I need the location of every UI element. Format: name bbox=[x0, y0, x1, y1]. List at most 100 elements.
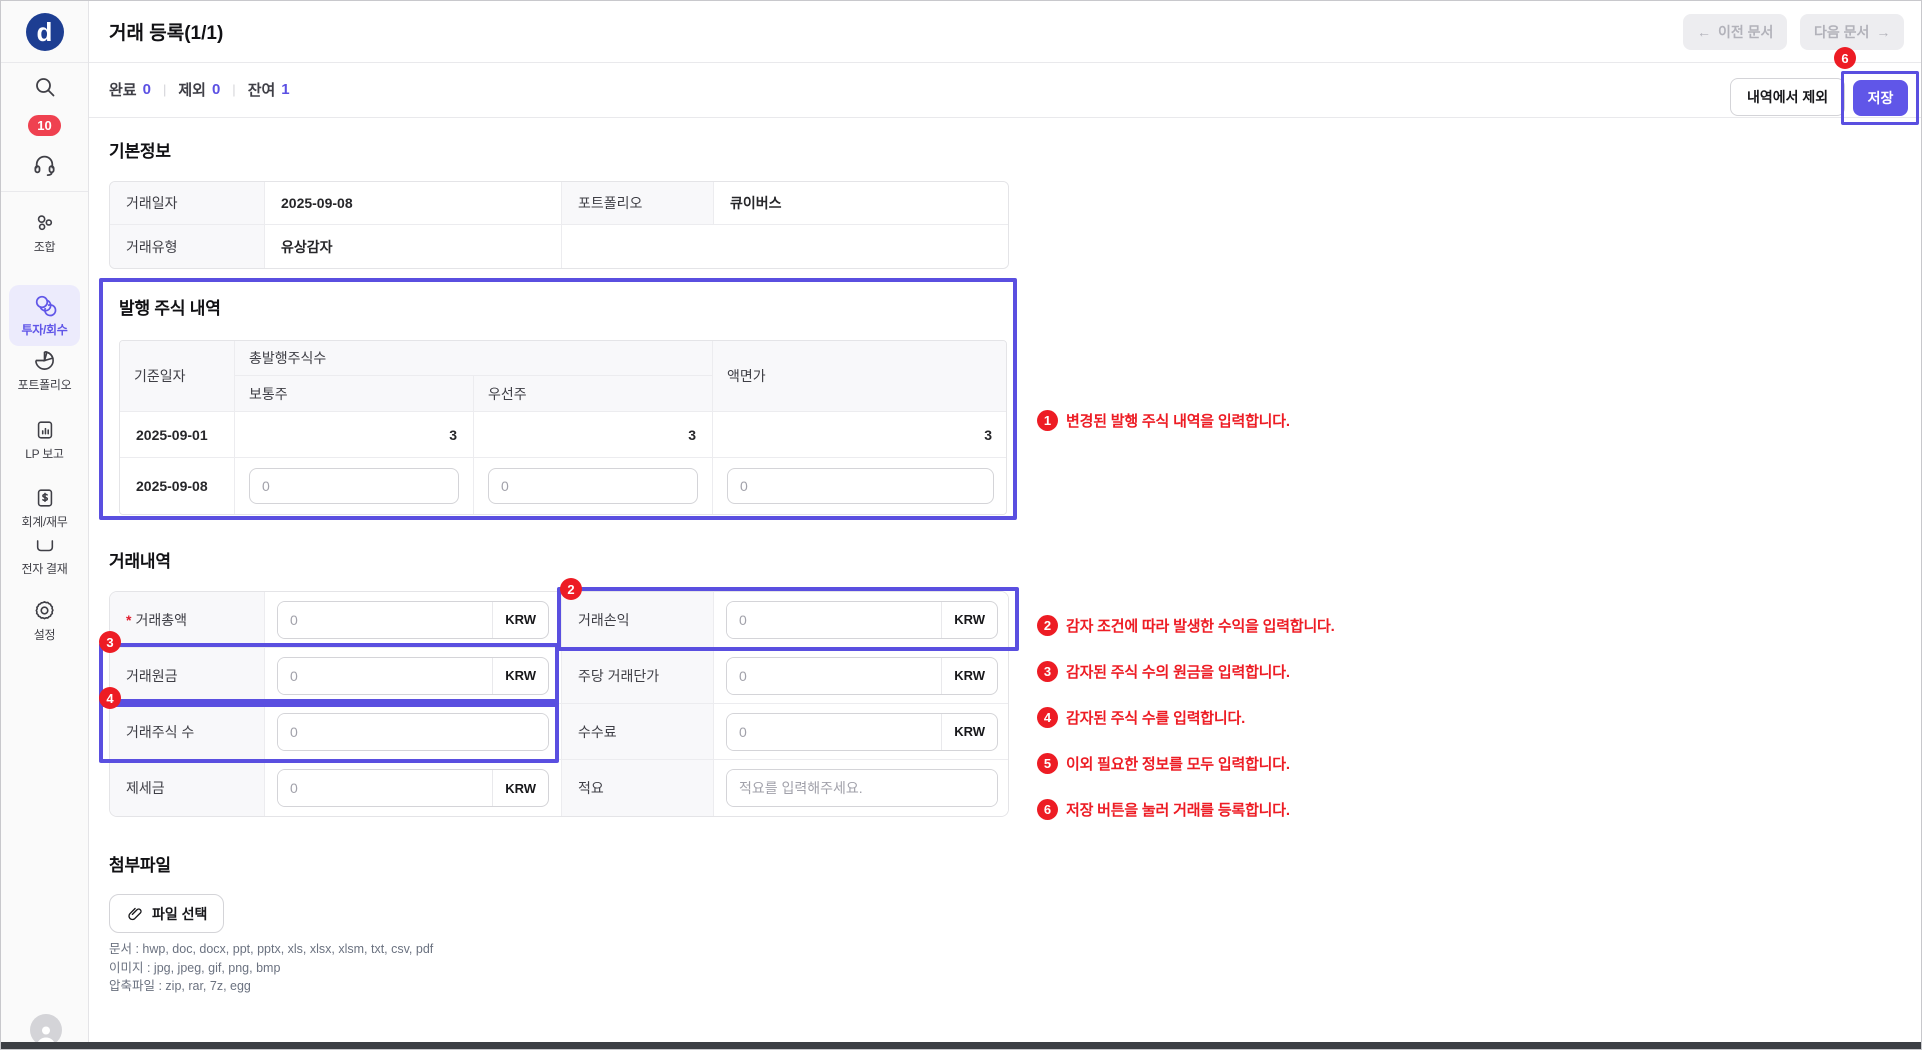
common-shares-value: 3 bbox=[235, 412, 474, 458]
share-count-label: 거래주식 수 bbox=[110, 704, 265, 760]
sidebar-item-label: 전자 결재 bbox=[21, 562, 68, 576]
par-value-input[interactable] bbox=[727, 468, 994, 504]
basic-info-table: 거래일자 2025-09-08 포트폴리오 큐이버스 거래유형 유상감자 bbox=[109, 181, 1009, 269]
next-document-button[interactable]: 다음 문서 → bbox=[1800, 14, 1905, 50]
sidebar-item-union[interactable]: 조합 bbox=[9, 211, 80, 255]
next-document-label: 다음 문서 bbox=[1814, 24, 1870, 40]
preferred-shares-header: 우선주 bbox=[474, 376, 713, 412]
par-value-cell bbox=[713, 458, 1006, 514]
common-shares-input[interactable] bbox=[249, 468, 459, 504]
people-icon bbox=[37, 215, 53, 231]
pie-chart-icon bbox=[35, 351, 54, 370]
par-value-value: 3 bbox=[713, 412, 1006, 458]
fee-label: 수수료 bbox=[562, 704, 714, 760]
status-remaining: 잔여 1 bbox=[247, 81, 290, 99]
file-select-label: 파일 선택 bbox=[152, 905, 208, 922]
support-button[interactable] bbox=[1, 153, 88, 178]
memo-input[interactable] bbox=[727, 770, 997, 806]
allowed-file-types: 문서 : hwp, doc, docx, ppt, pptx, xls, xls… bbox=[109, 940, 433, 996]
window-bottom-edge bbox=[1, 1042, 1921, 1049]
archive-types: 압축파일 : zip, rar, 7z, egg bbox=[109, 979, 251, 993]
status-complete: 완료 0 bbox=[109, 81, 151, 99]
principal-input[interactable] bbox=[278, 657, 493, 694]
sidebar-item-label: 포트폴리오 bbox=[17, 378, 72, 392]
unit-price-input[interactable] bbox=[727, 657, 942, 694]
share-count-cell bbox=[265, 704, 562, 760]
sidebar-item-portfolio[interactable]: 포트폴리오 bbox=[9, 349, 80, 393]
trade-type-value: 유상감자 bbox=[265, 225, 562, 268]
gear-icon bbox=[35, 600, 54, 620]
pnl-input[interactable] bbox=[727, 601, 942, 638]
annotation-1: 1 변경된 발행 주식 내역을 입력합니다. bbox=[1037, 410, 1290, 431]
currency-suffix: KRW bbox=[492, 770, 548, 806]
total-amount-input[interactable] bbox=[278, 601, 493, 638]
pnl-label: 거래손익 bbox=[562, 592, 714, 648]
doc-types: 문서 : hwp, doc, docx, ppt, pptx, xls, xls… bbox=[109, 942, 434, 956]
currency-suffix: KRW bbox=[941, 657, 997, 694]
search-button[interactable] bbox=[1, 75, 88, 99]
portfolio-label: 포트폴리오 bbox=[562, 182, 714, 225]
sidebar-item-investment[interactable]: 투자/회수 bbox=[9, 285, 80, 346]
pnl-cell: KRW bbox=[714, 592, 1008, 648]
sidebar-divider bbox=[1, 191, 88, 192]
share-count-input[interactable] bbox=[278, 713, 548, 750]
report-icon bbox=[37, 421, 52, 439]
unit-price-label: 주당 거래단가 bbox=[562, 648, 714, 704]
basic-info-heading: 기본정보 bbox=[109, 142, 171, 161]
trade-date-label: 거래일자 bbox=[110, 182, 265, 225]
status-divider bbox=[89, 117, 1921, 118]
row-date: 2025-09-01 bbox=[120, 412, 235, 458]
notification-button[interactable]: 10 bbox=[1, 115, 88, 136]
memo-label: 적요 bbox=[562, 760, 714, 816]
tax-cell: KRW bbox=[265, 760, 562, 816]
common-shares-header: 보통주 bbox=[235, 376, 474, 412]
fee-cell: KRW bbox=[714, 704, 1008, 760]
base-date-header: 기준일자 bbox=[120, 341, 235, 412]
sidebar-item-label: 회계/재무 bbox=[21, 515, 68, 529]
arrow-right-icon: → bbox=[1876, 24, 1891, 40]
prev-document-button[interactable]: ← 이전 문서 bbox=[1683, 14, 1788, 50]
annotation-4: 4 감자된 주식 수를 입력합니다. bbox=[1037, 707, 1245, 728]
preferred-shares-value: 3 bbox=[474, 412, 713, 458]
sidebar-item-label: 투자/회수 bbox=[21, 323, 68, 337]
sidebar-item-accounting[interactable]: 회계/재무 bbox=[9, 487, 80, 530]
headset-icon bbox=[34, 155, 55, 176]
currency-suffix: KRW bbox=[941, 713, 997, 750]
required-mark: * bbox=[126, 611, 132, 628]
callout-badge-6: 6 bbox=[1834, 47, 1856, 69]
preferred-shares-input[interactable] bbox=[488, 468, 698, 504]
sidebar-item-lp-report[interactable]: LP 보고 bbox=[9, 419, 80, 462]
unit-price-cell: KRW bbox=[714, 648, 1008, 704]
logo-icon: d bbox=[25, 12, 64, 51]
paperclip-icon bbox=[128, 907, 142, 920]
sidebar-item-label: 조합 bbox=[33, 240, 56, 254]
sidebar-item-approval[interactable]: 전자 결재 bbox=[9, 534, 80, 577]
app-logo[interactable]: d bbox=[1, 1, 88, 63]
callout-badge-2: 2 bbox=[560, 578, 582, 600]
fee-input[interactable] bbox=[727, 713, 942, 750]
file-select-button[interactable]: 파일 선택 bbox=[109, 894, 225, 933]
status-separator: | bbox=[232, 82, 236, 97]
attachments-heading: 첨부파일 bbox=[109, 856, 171, 875]
portfolio-value: 큐이버스 bbox=[714, 182, 1008, 225]
total-shares-header: 총발행주식수 bbox=[235, 341, 713, 376]
sidebar-item-settings[interactable]: 설정 bbox=[9, 599, 80, 643]
empty-cell bbox=[562, 225, 1008, 268]
status-excluded: 제외 0 bbox=[178, 81, 221, 99]
tax-input[interactable] bbox=[278, 770, 493, 806]
progress-status: 완료 0 | 제외 0 | 잔여 1 bbox=[109, 79, 290, 100]
annotation-5: 5 이외 필요한 정보를 모두 입력합니다. bbox=[1037, 753, 1290, 774]
notification-badge: 10 bbox=[28, 115, 61, 136]
preferred-shares-cell bbox=[474, 458, 713, 514]
prev-document-label: 이전 문서 bbox=[1718, 24, 1774, 40]
save-button[interactable]: 저장 bbox=[1853, 80, 1908, 116]
transaction-table: * 거래총액 KRW 거래손익 KRW 거래원금 KRW 주당 거래단가 KRW… bbox=[109, 591, 1009, 817]
exclude-from-list-button[interactable]: 내역에서 제외 bbox=[1730, 78, 1846, 116]
common-shares-cell bbox=[235, 458, 474, 514]
tray-icon bbox=[36, 540, 53, 552]
page-title: 거래 등록(1/1) bbox=[109, 23, 224, 44]
trade-date-value: 2025-09-08 bbox=[265, 182, 562, 225]
sidebar-item-label: LP 보고 bbox=[25, 447, 64, 461]
callout-badge-4: 4 bbox=[99, 687, 121, 709]
